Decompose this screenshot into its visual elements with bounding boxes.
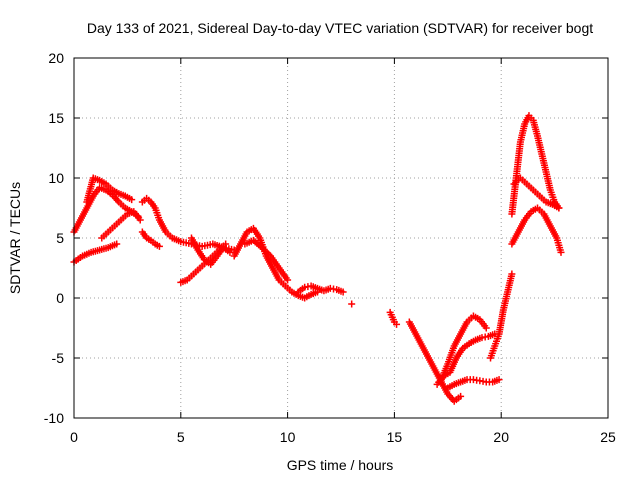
x-tick-label: 25 xyxy=(600,429,616,445)
y-tick-label: 15 xyxy=(48,110,64,126)
series-track-q xyxy=(444,376,503,392)
series-track-t xyxy=(510,174,563,212)
y-tick-label: -5 xyxy=(52,350,65,366)
x-tick-label: 20 xyxy=(493,429,509,445)
series-track-d xyxy=(98,208,144,242)
series-track-r xyxy=(487,270,516,362)
series-track-k xyxy=(294,282,347,296)
series-track-e xyxy=(138,194,238,254)
series-track-u xyxy=(508,204,565,256)
series-track-j xyxy=(241,236,292,284)
chart-title: Day 133 of 2021, Sidereal Day-to-day VTE… xyxy=(87,20,593,36)
series-track-h xyxy=(187,234,234,268)
series-track-o xyxy=(433,330,499,388)
x-tick-label: 0 xyxy=(70,429,78,445)
series-track-f xyxy=(138,228,163,250)
data-point xyxy=(393,320,401,328)
data-point xyxy=(508,270,516,278)
data-point xyxy=(128,196,136,204)
series-track-c xyxy=(83,174,136,206)
data-point xyxy=(348,300,356,308)
series-track-n xyxy=(405,318,465,405)
data-point xyxy=(457,392,465,400)
series-track-l xyxy=(348,300,356,308)
x-tick-label: 15 xyxy=(387,429,403,445)
data-point xyxy=(557,248,565,256)
y-tick-label: 10 xyxy=(48,170,64,186)
data-point xyxy=(555,204,563,212)
data-point xyxy=(482,324,490,332)
y-axis-label: SDTVAR / TECUs xyxy=(7,182,23,294)
series-track-b xyxy=(70,240,121,266)
y-tick-label: 5 xyxy=(56,230,64,246)
series-track-p xyxy=(437,312,490,384)
data-point xyxy=(136,216,144,224)
data-point xyxy=(284,276,292,284)
x-axis-label: GPS time / hours xyxy=(287,457,394,473)
data-points xyxy=(70,112,565,405)
tick-labels: 0 5 10 15 20 25 -10 -5 0 5 10 15 20 xyxy=(44,50,616,445)
data-point xyxy=(113,240,121,248)
data-point xyxy=(226,248,234,256)
series-track-m xyxy=(386,308,401,328)
data-point xyxy=(339,288,347,296)
data-point xyxy=(495,376,503,384)
x-tick-label: 5 xyxy=(177,429,185,445)
y-tick-label: -10 xyxy=(44,410,64,426)
data-point xyxy=(155,242,163,250)
y-tick-label: 0 xyxy=(56,290,64,306)
y-tick-label: 20 xyxy=(48,50,64,66)
x-tick-label: 10 xyxy=(280,429,296,445)
